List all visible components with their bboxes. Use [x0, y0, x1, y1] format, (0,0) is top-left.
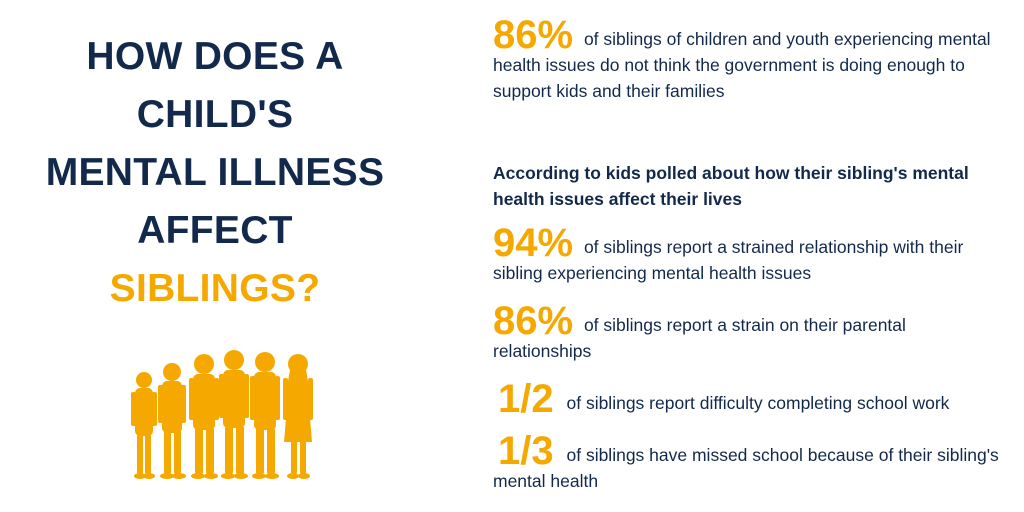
stat-value: 86% [493, 13, 574, 57]
stat-text: of siblings report a strained relationsh… [493, 237, 964, 283]
stat-text: of siblings of children and youth experi… [493, 29, 991, 101]
stat-value: 1/3 [498, 429, 554, 473]
stat-value: 86% [493, 299, 574, 343]
stat-value: 1/2 [498, 377, 554, 421]
page-title: HOW DOES A CHILD'S MENTAL ILLNESS AFFECT… [20, 28, 410, 318]
child-silhouette-icon [158, 363, 186, 479]
stat-text: of siblings report difficulty completing… [566, 393, 950, 413]
stat-value: 94% [493, 221, 574, 265]
child-silhouette-icon [189, 354, 219, 479]
title-line-1: HOW DOES A [86, 35, 344, 78]
stat-parental-strain: 86% of siblings report a strain on their… [493, 301, 1003, 364]
stat-missed-school: 1/3 of siblings have missed school becau… [493, 431, 1003, 494]
title-line-2: CHILD'S [136, 93, 294, 136]
child-silhouette-icon [283, 354, 313, 479]
title-line-5: SIBLINGS? [109, 267, 321, 310]
stat-strained-sibling-relationship: 94% of siblings report a strained relati… [493, 223, 1003, 286]
stat-text: of siblings have missed school because o… [493, 445, 999, 491]
poll-intro: According to kids polled about how their… [493, 163, 969, 209]
children-silhouettes-icon [131, 350, 313, 479]
title-line-4: AFFECT [137, 209, 293, 252]
stat-government-support: 86% of siblings of children and youth ex… [493, 15, 1003, 104]
stat-text: of siblings report a strain on their par… [493, 315, 906, 361]
child-silhouette-icon [131, 372, 157, 479]
title-line-3: MENTAL ILLNESS [45, 151, 385, 194]
child-silhouette-icon [219, 350, 249, 479]
child-silhouette-icon [250, 352, 280, 479]
stat-school-work: 1/2 of siblings report difficulty comple… [493, 379, 1003, 419]
